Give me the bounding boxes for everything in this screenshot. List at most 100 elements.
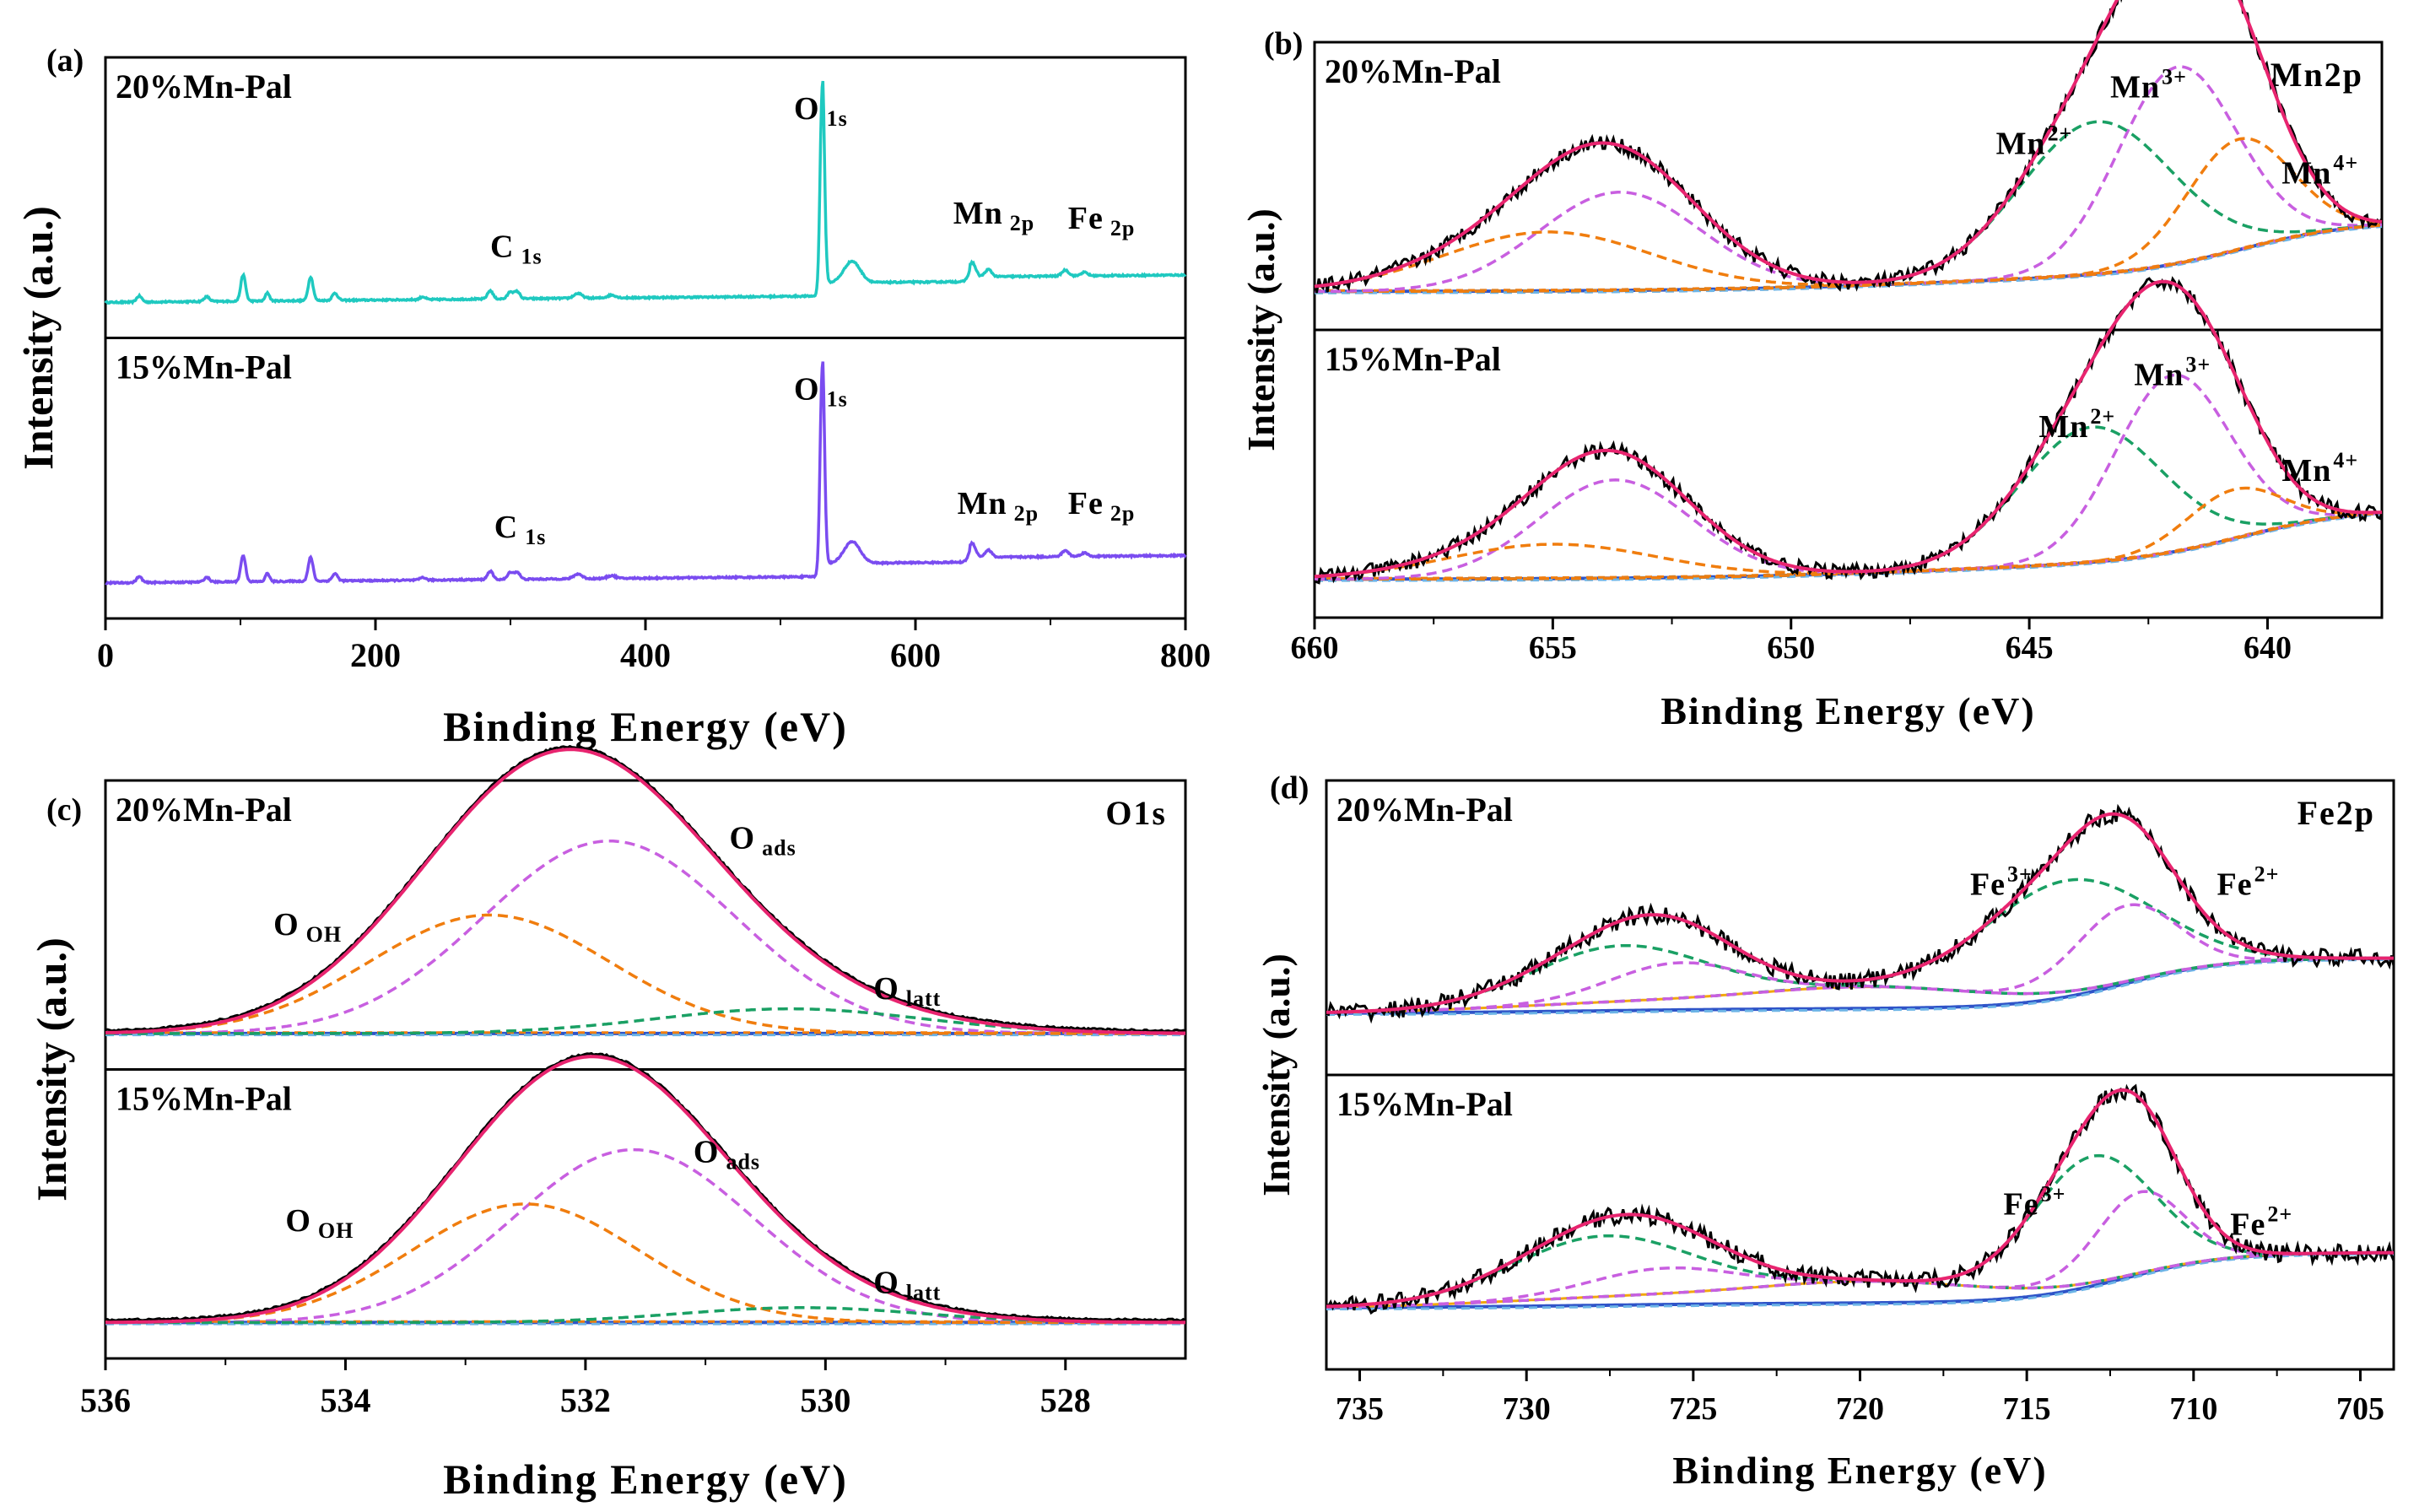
annotation-main: Mn <box>2134 358 2184 393</box>
panel-label: (b) <box>1264 26 1303 62</box>
annotation-subscript: latt <box>906 1280 942 1304</box>
peak-annotation: C 1s <box>490 230 543 269</box>
x-tick-label: 655 <box>1529 630 1577 666</box>
x-tick-label: 640 <box>2244 630 2292 666</box>
x-axis-label: Binding Energy (eV) <box>443 1455 848 1503</box>
annotation-main: C <box>494 510 518 545</box>
annotation-main: O <box>794 371 820 407</box>
annotation-subscript: 2p <box>1110 216 1135 240</box>
x-axis-label: Binding Energy (eV) <box>443 703 848 750</box>
peak-annotation: Fe2+ <box>2230 1202 2292 1242</box>
annotation-main: O <box>873 971 899 1007</box>
panel-label: (c) <box>46 792 82 828</box>
annotation-main: O <box>694 1134 720 1169</box>
envelope-fit <box>1314 0 2383 289</box>
annotation-subscript: 2p <box>1110 501 1135 526</box>
peak-annotation: Mn3+ <box>2110 65 2187 105</box>
annotation-superscript: 2+ <box>2254 862 2280 887</box>
x-tick-label: 600 <box>890 636 941 674</box>
survey-line <box>104 80 1187 305</box>
annotation-superscript: 3+ <box>2162 65 2187 89</box>
x-tick-label: 800 <box>1160 636 1211 674</box>
x-tick-label: 645 <box>2006 630 2054 666</box>
annotation-main: Fe <box>2230 1207 2265 1242</box>
sample-name: 20%Mn-Pal <box>116 791 292 829</box>
annotation-main: O <box>873 1265 899 1300</box>
raw-spectrum <box>105 1051 1186 1323</box>
annotation-subscript: OH <box>318 1218 354 1243</box>
x-tick-label: 650 <box>1767 630 1815 666</box>
peak-annotation: Fe 2p <box>1068 486 1136 526</box>
panel-label: (d) <box>1270 770 1309 806</box>
peak-annotation: C 1s <box>494 510 547 549</box>
panel-c: 536 534 532 530 528 Binding Energy (eV) Intens… <box>28 744 1187 1503</box>
sample-name: 15%Mn-Pal <box>1325 340 1501 378</box>
x-tick-label: 715 <box>2003 1391 2051 1427</box>
x-tick-label: 720 <box>1836 1391 1884 1427</box>
peak-annotation: Fe3+ <box>2003 1182 2065 1223</box>
annotation-main: Fe <box>1970 867 2006 903</box>
annotation-subscript: 1s <box>827 386 848 411</box>
annotation-superscript: 3+ <box>2041 1182 2066 1207</box>
annotation-main: Mn <box>953 196 1003 231</box>
panel-b: 660 655 650 645 640 Binding Energy (eV) Intens… <box>1239 0 2384 732</box>
y-axis-label: Intensity (a.u.) <box>1239 208 1282 451</box>
annotation-subscript: 1s <box>525 525 546 549</box>
annotation-subscript: 1s <box>521 245 542 269</box>
core-level-tag: O1s <box>1105 794 1167 832</box>
peak-annotation: Mn4+ <box>2281 448 2358 489</box>
background-line-dashed <box>1326 1253 2394 1311</box>
peak-annotation: O OH <box>273 907 342 947</box>
sample-name: 20%Mn-Pal <box>116 68 292 105</box>
annotation-main: Mn <box>2281 453 2331 489</box>
x-tick-label: 534 <box>320 1381 370 1419</box>
x-tick-label: 710 <box>2169 1391 2217 1427</box>
x-tick-label: 660 <box>1291 630 1339 666</box>
core-level-tag: Fe2p <box>2298 794 2375 832</box>
x-tick-label: 536 <box>80 1381 131 1419</box>
envelope-fit <box>1326 1088 2394 1309</box>
panel-a: 0 200 400 600 800 Binding Energy (eV) Intensit… <box>14 43 1211 750</box>
x-tick-label: 532 <box>560 1381 611 1419</box>
y-axis-label: Intensity (a.u.) <box>1255 953 1298 1196</box>
peak-annotation: O 1s <box>794 91 848 131</box>
x-tick-label: 735 <box>1336 1391 1384 1427</box>
envelope-fit <box>1314 279 2383 579</box>
x-tick-label: 0 <box>97 636 114 674</box>
annotation-main: Fe <box>2003 1187 2038 1223</box>
x-axis-label: Binding Energy (eV) <box>1672 1449 2047 1492</box>
subplot-20%Mn-Pal: 20%Mn-Pal Mn3+Mn2+Mn4+ <box>1313 0 2384 294</box>
raw-spectrum <box>1314 276 2384 585</box>
x-tick-label: 528 <box>1040 1381 1091 1419</box>
annotation-main: O <box>273 907 300 942</box>
annotation-main: Mn <box>2281 156 2331 192</box>
annotation-subscript: latt <box>906 986 942 1011</box>
y-axis-label: Intensity (a.u.) <box>14 206 62 470</box>
annotation-main: O <box>285 1203 311 1239</box>
x-tick-label: 400 <box>620 636 671 674</box>
fit-component <box>1326 956 2394 1014</box>
annotation-superscript: 3+ <box>2007 862 2033 887</box>
background-line-dashed <box>1326 958 2394 1017</box>
annotation-subscript: 2p <box>1014 501 1039 526</box>
annotation-subscript: 2p <box>1010 211 1034 235</box>
annotation-main: Fe <box>1068 201 1104 236</box>
peak-annotation: Mn4+ <box>2281 151 2358 192</box>
annotation-main: Fe <box>1068 486 1104 521</box>
envelope-fit <box>105 748 1185 1035</box>
panel-d: 735 730 725 720 715 710 705 Binding Energy (eV)… <box>1255 770 2395 1492</box>
annotation-superscript: 2+ <box>2048 122 2073 146</box>
envelope-fit <box>1326 812 2394 1014</box>
x-tick-label: 725 <box>1669 1391 1717 1427</box>
annotation-superscript: 3+ <box>2185 353 2211 377</box>
annotation-main: Fe <box>2217 867 2252 903</box>
peak-annotation: O 1s <box>794 371 848 411</box>
